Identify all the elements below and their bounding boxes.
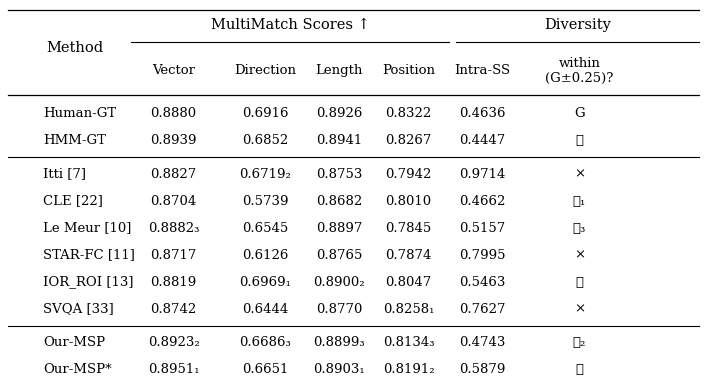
- Text: 0.8941: 0.8941: [316, 134, 363, 147]
- Text: 0.6719₂: 0.6719₂: [240, 168, 291, 181]
- Text: Diversity: Diversity: [544, 18, 611, 32]
- Text: 0.6545: 0.6545: [243, 222, 288, 234]
- Text: Length: Length: [316, 64, 363, 77]
- Text: SVQA [33]: SVQA [33]: [43, 302, 114, 316]
- Text: within
(G±0.25)?: within (G±0.25)?: [545, 57, 614, 85]
- Text: 0.8897: 0.8897: [316, 222, 363, 234]
- Text: 0.7942: 0.7942: [385, 168, 432, 181]
- Text: 0.8717: 0.8717: [151, 248, 197, 262]
- Text: 0.5463: 0.5463: [459, 276, 505, 288]
- Text: 0.8267: 0.8267: [385, 134, 432, 147]
- Text: 0.6969₁: 0.6969₁: [240, 276, 291, 288]
- Text: 0.8753: 0.8753: [316, 168, 363, 181]
- Text: 0.8191₂: 0.8191₂: [382, 363, 434, 376]
- Text: Le Meur [10]: Le Meur [10]: [43, 222, 132, 234]
- Text: 0.4662: 0.4662: [459, 195, 505, 208]
- Text: Position: Position: [382, 64, 435, 77]
- Text: ×: ×: [574, 168, 585, 181]
- Text: ✓₃: ✓₃: [573, 222, 586, 234]
- Text: MultiMatch Scores ↑: MultiMatch Scores ↑: [211, 18, 370, 32]
- Text: 0.8047: 0.8047: [385, 276, 432, 288]
- Text: STAR-FC [11]: STAR-FC [11]: [43, 248, 135, 262]
- Text: IOR_ROI [13]: IOR_ROI [13]: [43, 276, 134, 288]
- Text: 0.8134₃: 0.8134₃: [382, 336, 434, 349]
- Text: 0.5739: 0.5739: [242, 195, 288, 208]
- Text: 0.6686₃: 0.6686₃: [240, 336, 291, 349]
- Text: ✓: ✓: [575, 134, 583, 147]
- Text: 0.8704: 0.8704: [151, 195, 197, 208]
- Text: 0.5157: 0.5157: [459, 222, 505, 234]
- Text: 0.8900₂: 0.8900₂: [314, 276, 366, 288]
- Text: 0.6126: 0.6126: [242, 248, 288, 262]
- Text: Human-GT: Human-GT: [43, 107, 116, 120]
- Text: 0.8926: 0.8926: [316, 107, 363, 120]
- Text: Vector: Vector: [152, 64, 195, 77]
- Text: 0.8765: 0.8765: [316, 248, 363, 262]
- Text: Our-MSP: Our-MSP: [43, 336, 105, 349]
- Text: ×: ×: [574, 248, 585, 262]
- Text: 0.8010: 0.8010: [385, 195, 431, 208]
- Text: ×: ×: [574, 302, 585, 316]
- Text: 0.5879: 0.5879: [459, 363, 505, 376]
- Text: 0.7995: 0.7995: [459, 248, 506, 262]
- Text: Itti [7]: Itti [7]: [43, 168, 86, 181]
- Text: ✓: ✓: [575, 276, 583, 288]
- Text: Direction: Direction: [234, 64, 296, 77]
- Text: 0.9714: 0.9714: [459, 168, 505, 181]
- Text: 0.4447: 0.4447: [459, 134, 505, 147]
- Text: 0.8682: 0.8682: [316, 195, 363, 208]
- Text: G: G: [574, 107, 585, 120]
- Text: 0.8819: 0.8819: [151, 276, 197, 288]
- Text: 0.8882₃: 0.8882₃: [148, 222, 199, 234]
- Text: 0.8899₃: 0.8899₃: [314, 336, 366, 349]
- Text: Intra-SS: Intra-SS: [454, 64, 510, 77]
- Text: CLE [22]: CLE [22]: [43, 195, 103, 208]
- Text: 0.4743: 0.4743: [459, 336, 505, 349]
- Text: Method: Method: [46, 41, 103, 55]
- Text: 0.8742: 0.8742: [151, 302, 197, 316]
- Text: 0.7874: 0.7874: [385, 248, 432, 262]
- Text: 0.8770: 0.8770: [316, 302, 363, 316]
- Text: 0.8903₁: 0.8903₁: [314, 363, 366, 376]
- Text: 0.8258₁: 0.8258₁: [383, 302, 434, 316]
- Text: 0.8951₁: 0.8951₁: [148, 363, 199, 376]
- Text: 0.7845: 0.7845: [385, 222, 432, 234]
- Text: 0.4636: 0.4636: [459, 107, 506, 120]
- Text: Our-MSP*: Our-MSP*: [43, 363, 112, 376]
- Text: 0.6916: 0.6916: [242, 107, 288, 120]
- Text: 0.6651: 0.6651: [242, 363, 288, 376]
- Text: HMM-GT: HMM-GT: [43, 134, 106, 147]
- Text: 0.7627: 0.7627: [459, 302, 506, 316]
- Text: 0.8322: 0.8322: [385, 107, 432, 120]
- Text: ✓: ✓: [575, 363, 583, 376]
- Text: 0.6852: 0.6852: [243, 134, 288, 147]
- Text: ✓₁: ✓₁: [573, 195, 586, 208]
- Text: 0.6444: 0.6444: [243, 302, 288, 316]
- Text: 0.8880: 0.8880: [151, 107, 197, 120]
- Text: 0.8939: 0.8939: [151, 134, 197, 147]
- Text: 0.8827: 0.8827: [151, 168, 197, 181]
- Text: ✓₂: ✓₂: [573, 336, 586, 349]
- Text: 0.8923₂: 0.8923₂: [148, 336, 199, 349]
